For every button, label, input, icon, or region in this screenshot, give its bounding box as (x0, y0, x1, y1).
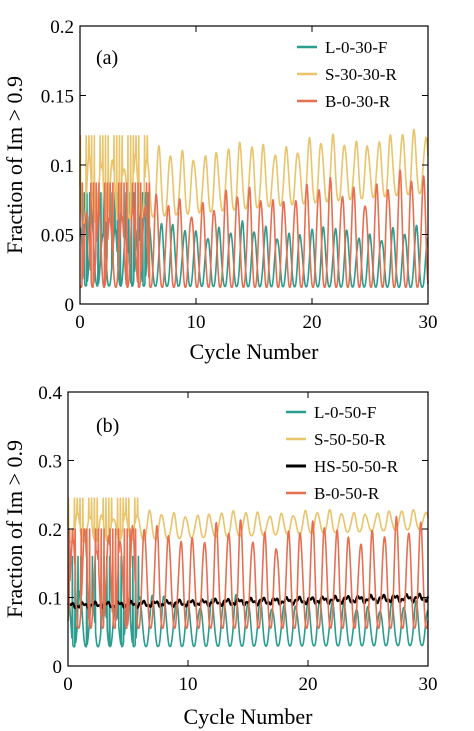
ticks-layer-b: 0 10 20 30 0 0.1 0.2 0.3 0.4 (38, 383, 437, 695)
series-layer-a (79, 128, 429, 289)
chart-panel-a: 0 10 20 30 0 0.05 0.1 0.15 0.2 (a) L-0-30-F S-30-… (2, 17, 438, 364)
y-axis-label-a: Fraction of Im > 0.9 (2, 76, 27, 254)
series-line-a-b-0-30-r (79, 169, 429, 289)
legend-label-b-3: B-0-50-R (314, 484, 380, 503)
x-tick-label-b-1: 10 (179, 674, 198, 695)
y-tick-label-b-4: 0.4 (38, 383, 62, 404)
legend-label-a-1: S-30-30-R (325, 65, 397, 84)
series-layer-b (67, 497, 430, 648)
plot-frame-a (79, 25, 429, 305)
legend-label-b-1: S-50-50-R (314, 430, 386, 449)
x-tick-label-a-0: 0 (75, 312, 85, 333)
y-tick-label-b-0: 0 (53, 657, 63, 678)
y-tick-label-b-2: 0.2 (38, 520, 62, 541)
y-axis-label-b: Fraction of Im > 0.9 (2, 440, 27, 618)
x-tick-label-b-2: 20 (299, 674, 318, 695)
x-tick-label-a-1: 10 (187, 312, 206, 333)
y-tick-label-a-4: 0.2 (50, 17, 74, 38)
x-tick-label-b-0: 0 (63, 674, 73, 695)
x-tick-label-a-3: 30 (419, 312, 438, 333)
legend-label-b-2: HS-50-50-R (314, 457, 399, 476)
ticks-layer-a: 0 10 20 30 0 0.05 0.1 0.15 0.2 (41, 17, 438, 333)
y-tick-label-a-1: 0.05 (41, 226, 74, 247)
panel-label-b: (b) (96, 415, 119, 437)
legend-label-b-0: L-0-50-F (314, 403, 376, 422)
x-tick-label-a-2: 20 (303, 312, 322, 333)
x-axis-label-b: Cycle Number (184, 704, 314, 729)
y-tick-label-b-3: 0.3 (38, 452, 62, 473)
y-tick-label-a-3: 0.15 (41, 87, 74, 108)
plot-frame-b (67, 391, 429, 667)
x-tick-label-b-3: 30 (419, 674, 438, 695)
legend-a: L-0-30-F S-30-30-R B-0-30-R (297, 38, 397, 111)
series-line-b-b-0-50-r (67, 515, 429, 630)
legend-b: L-0-50-F S-50-50-R HS-50-50-R B-0-50-R (286, 403, 399, 503)
x-axis-label-a: Cycle Number (190, 339, 320, 364)
series-line-b-s-50-50-r (67, 497, 429, 544)
panel-label-a: (a) (96, 47, 118, 69)
chart-panel-b: 0 10 20 30 0 0.1 0.2 0.3 0.4 (b) L-0-50-F S-50-50… (2, 383, 438, 729)
y-tick-label-b-1: 0.1 (38, 589, 62, 610)
legend-label-a-0: L-0-30-F (325, 38, 387, 57)
legend-label-a-2: B-0-30-R (325, 92, 391, 111)
y-tick-label-a-2: 0.1 (50, 156, 74, 177)
y-tick-label-a-0: 0 (65, 295, 75, 316)
